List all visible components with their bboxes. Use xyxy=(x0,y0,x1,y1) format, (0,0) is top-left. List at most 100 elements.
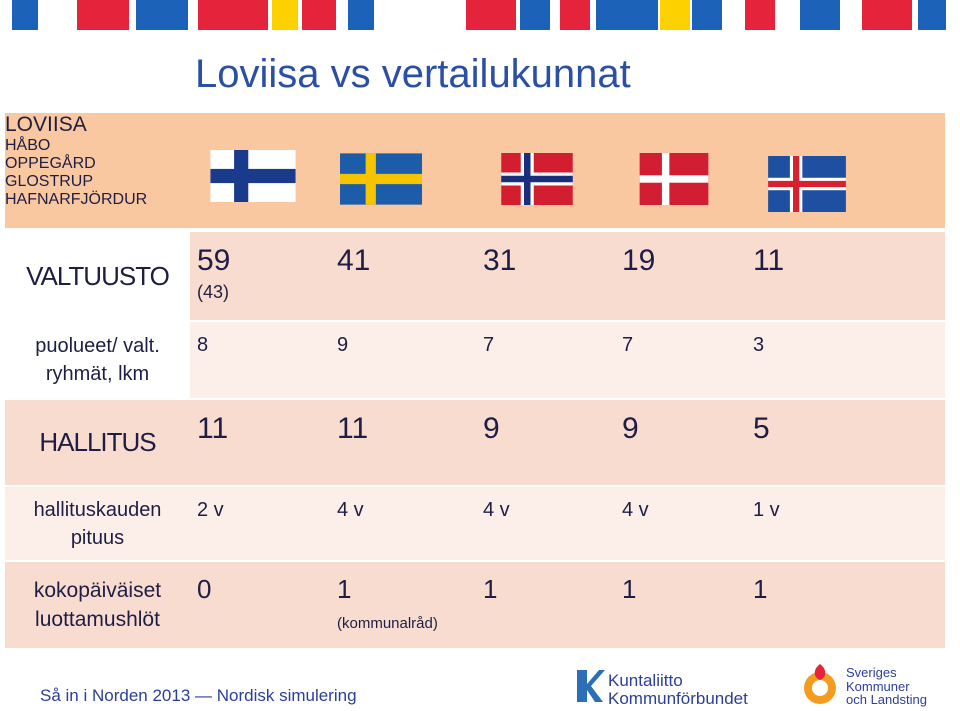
cell-value: 59 xyxy=(197,244,231,277)
table-cell: 9 xyxy=(622,412,639,446)
logo-icon-kuntaliitto xyxy=(577,670,605,702)
stripe xyxy=(918,0,946,30)
row-label-line: pituus xyxy=(70,526,125,549)
row-label: hallituskauden pituus xyxy=(5,487,190,560)
cell-value: 1 xyxy=(337,574,352,604)
table-cell: 59 (43) xyxy=(197,244,230,303)
table-header: LOVIISA HÅBO OPPEGÅRD GLOSTRUP HAFNARFJÖRDUR xyxy=(5,113,945,228)
cell-value: 3 xyxy=(753,334,765,356)
table-cell: 3 xyxy=(753,334,764,357)
cell-value: 7 xyxy=(622,334,634,356)
table-cell: 7 xyxy=(483,334,494,357)
stripe xyxy=(596,0,658,30)
cell-value: 1 xyxy=(483,574,498,604)
logo-line: Sveriges xyxy=(846,665,897,680)
table-cell: 4 v xyxy=(483,499,510,522)
stripe xyxy=(198,0,268,30)
row-label-line: luottamushlöt xyxy=(35,608,160,631)
row-label: HALLITUS xyxy=(5,400,190,485)
stripe xyxy=(77,0,129,30)
row-label-line: ryhmät, lkm xyxy=(45,363,150,385)
row-label: VALTUUSTO xyxy=(5,232,190,320)
cell-value: 9 xyxy=(483,412,500,445)
column-header: OPPEGÅRD xyxy=(5,155,96,172)
cell-value: 1 xyxy=(753,574,768,604)
row-label-line: hallituskauden xyxy=(33,498,162,521)
table-row: HALLITUS 11 11 9 9 5 xyxy=(5,400,945,485)
cell-value: 0 xyxy=(197,574,212,604)
stripe xyxy=(12,0,38,30)
column-header: GLOSTRUP xyxy=(5,173,94,190)
row-label: puolueet/ valt. ryhmät, lkm xyxy=(5,322,190,398)
stripe xyxy=(520,0,550,30)
flag-finland xyxy=(210,150,296,202)
table-cell: 1 xyxy=(753,574,767,605)
logo-line: Kuntaliitto xyxy=(608,671,683,690)
table-cell: 7 xyxy=(622,334,633,357)
cell-note: (kommunalråd) xyxy=(337,615,438,632)
stripe xyxy=(862,0,912,30)
table-cell: 0 xyxy=(197,574,211,605)
stripe xyxy=(272,0,298,30)
table-cell: 11 xyxy=(337,412,368,446)
table-cell: 1 v xyxy=(753,499,780,522)
table-cell: 4 v xyxy=(622,499,649,522)
cell-value: 9 xyxy=(622,412,639,445)
row-label-line: kokopäiväiset xyxy=(33,578,162,602)
stripe xyxy=(136,0,188,30)
cell-value: 11 xyxy=(753,244,785,277)
cell-value: 41 xyxy=(337,244,371,277)
logo-line: och Landsting xyxy=(846,692,927,708)
table-cell: 11 xyxy=(197,412,228,446)
logo-line: Kommunförbundet xyxy=(608,688,748,708)
cell-value: 2 v xyxy=(197,499,224,521)
footer: Så in i Norden 2013 — Nordisk simulering xyxy=(40,686,357,705)
table-cell: 1 (kommunalråd) xyxy=(337,574,438,632)
slide-title: Loviisa vs vertailukunnat xyxy=(195,52,631,96)
table-cell: 2 v xyxy=(197,499,224,522)
logo-icon-skl xyxy=(804,664,836,704)
cell-value: 1 xyxy=(622,574,637,604)
table-cell: 4 v xyxy=(337,499,364,522)
stripe xyxy=(348,0,374,30)
row-label-line: VALTUUSTO xyxy=(26,260,170,291)
cell-value: 7 xyxy=(483,334,495,356)
stripe xyxy=(692,0,722,30)
flag-denmark xyxy=(639,153,709,205)
flag-iceland xyxy=(768,156,846,212)
stripe xyxy=(745,0,775,30)
stripe xyxy=(466,0,516,30)
table-cell: 11 xyxy=(753,244,784,278)
cell-value: 4 v xyxy=(337,499,364,521)
cell-value: 9 xyxy=(337,334,349,356)
cell-value: 4 v xyxy=(483,499,510,521)
table-cell: 8 xyxy=(197,334,208,357)
table-cell: 9 xyxy=(483,412,500,446)
logo-line: Kommuner xyxy=(846,678,910,694)
row-label-line: HALLITUS xyxy=(39,427,156,458)
stripe xyxy=(660,0,690,30)
stripe xyxy=(800,0,840,30)
cell-value: 11 xyxy=(197,412,229,445)
table-cell: 31 xyxy=(483,244,516,278)
table-cell: 5 xyxy=(753,412,770,446)
row-label: kokopäiväiset luottamushlöt xyxy=(5,562,190,648)
column-header: LOVIISA xyxy=(5,113,87,136)
table-row: kokopäiväiset luottamushlöt 0 1 (kommunalråd… xyxy=(5,562,945,648)
cell-value: 31 xyxy=(483,244,517,277)
flag-sweden xyxy=(340,153,422,205)
column-header: HÅBO xyxy=(5,137,51,154)
cell-note: (43) xyxy=(197,282,230,302)
flag-norway xyxy=(501,153,573,205)
cell-value: 11 xyxy=(337,412,369,445)
cell-value: 5 xyxy=(753,412,770,445)
cell-value: 19 xyxy=(622,244,656,277)
logo-skl: Sveriges Kommuner och Landsting xyxy=(846,666,927,707)
table-cell: 9 xyxy=(337,334,348,357)
cell-value: 1 v xyxy=(753,499,780,521)
stripe xyxy=(560,0,590,30)
table-cell: 19 xyxy=(622,244,655,278)
table-row: puolueet/ valt. ryhmät, lkm 8 9 7 7 3 xyxy=(5,322,945,398)
table-cell: 41 xyxy=(337,244,370,278)
